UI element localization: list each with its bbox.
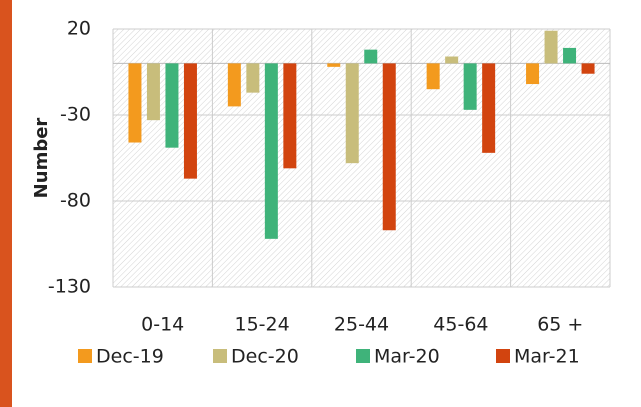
y-tick-label: -130 [48,276,91,298]
bar [283,63,297,169]
bar [246,63,260,93]
bar [227,63,241,107]
legend-label: Mar-20 [374,346,440,368]
bar [364,49,378,64]
legend-label: Dec-20 [231,346,299,368]
bar [482,63,496,153]
legend-swatch [356,349,370,363]
bar [581,63,595,74]
bar [183,63,197,179]
legend-swatch [213,349,227,363]
bar [165,63,179,148]
legend-swatch [496,349,510,363]
bar [526,63,540,85]
bar [382,63,396,231]
legend-label: Mar-21 [514,346,580,368]
y-tick-label: -80 [60,190,91,212]
bar [463,63,477,110]
legend-label: Dec-19 [96,346,164,368]
y-tick-label: -30 [60,104,91,126]
bar [345,63,359,164]
x-tick-label: 45-64 [433,314,488,336]
x-tick-label: 0-14 [141,314,184,336]
bar [264,63,278,239]
x-tick-label: 15-24 [234,314,289,336]
y-tick-label: 20 [67,18,91,40]
legend-swatch [78,349,92,363]
bar [146,63,160,121]
bar [327,63,341,67]
x-tick-label: 65 + [537,314,583,336]
y-axis-label: Number [31,118,52,199]
bar [128,63,142,143]
bar [426,63,440,90]
side-strip [0,0,12,407]
bar [445,56,459,64]
bar [544,30,558,64]
bar [563,47,577,64]
x-tick-label: 25-44 [334,314,389,336]
